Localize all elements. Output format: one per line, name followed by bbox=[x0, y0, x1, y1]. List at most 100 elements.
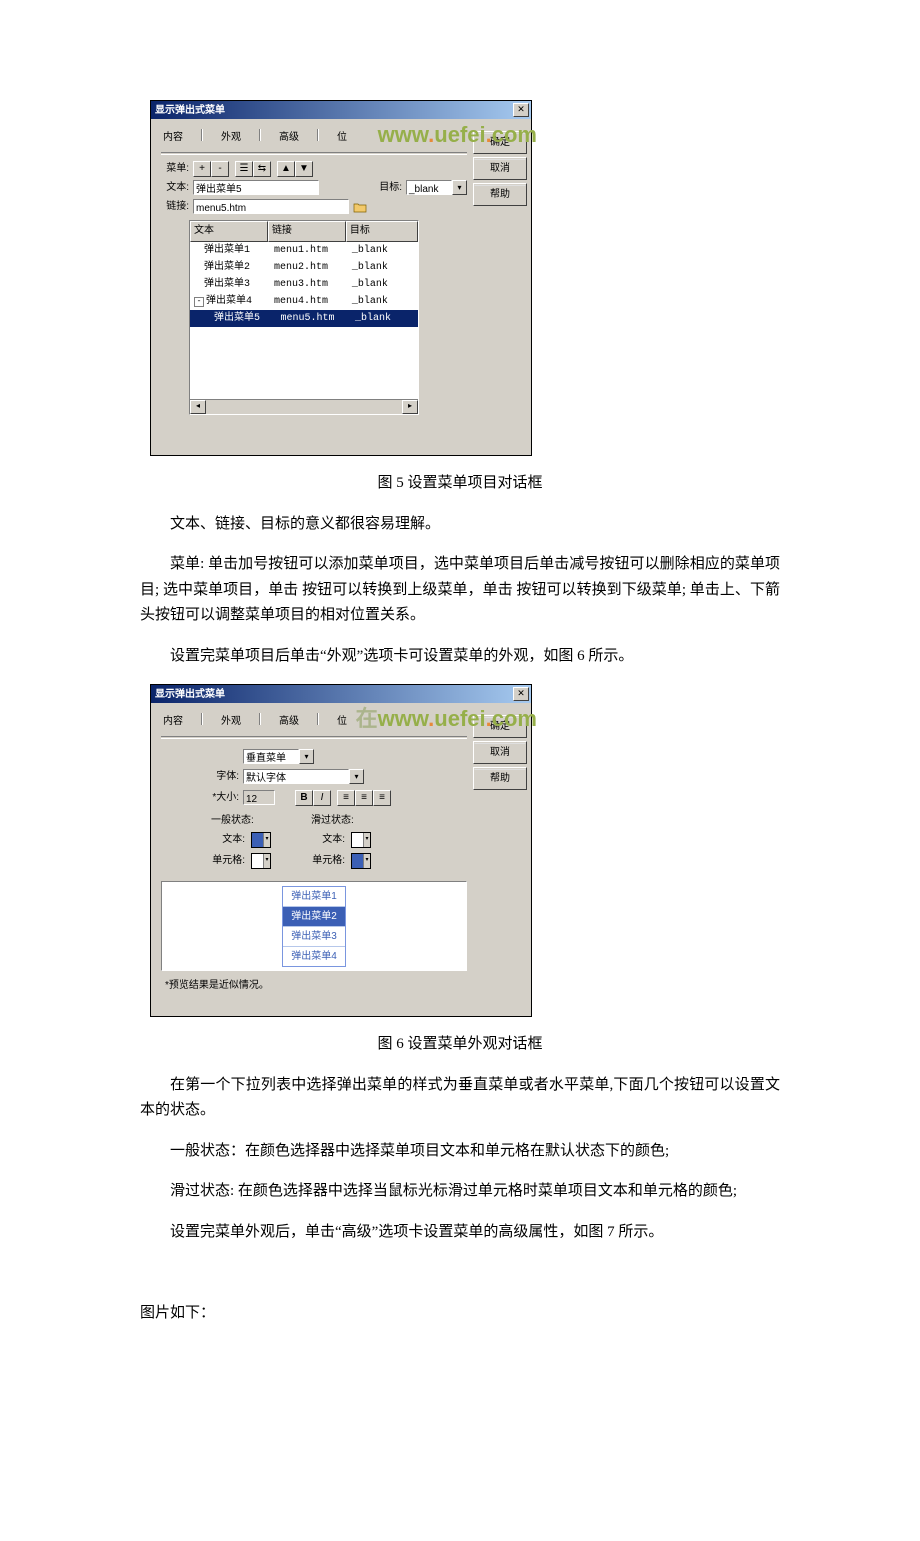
toolbar-btn-4[interactable]: ▲ bbox=[277, 161, 295, 177]
help-button[interactable]: 帮助 bbox=[473, 767, 527, 790]
cancel-button[interactable]: 取消 bbox=[473, 741, 527, 764]
toolbar-btn-2[interactable]: ☰ bbox=[235, 161, 253, 177]
dialog2-wrap: 显示弹出式菜单 ✕ 在www.uefei.com 内容外观高级位 垂直菜单 ▾ bbox=[140, 684, 780, 1017]
table-row[interactable]: 弹出菜单1menu1.htm_blank bbox=[190, 242, 418, 259]
para-text: 菜单: 单击加号按钮可以添加菜单项目，选中菜单项目后单击减号按钮可以删除相应的菜… bbox=[140, 552, 780, 629]
label-size: 大小: bbox=[201, 789, 239, 806]
states: 一般状态: 文本: ▾ 单元格: ▾ 滑过状态: 文本: ▾ bbox=[201, 808, 457, 873]
style-btn-2[interactable]: ≡ bbox=[337, 790, 355, 806]
hover-header: 滑过状态: bbox=[311, 812, 371, 829]
label-link: 链接: bbox=[161, 198, 189, 215]
dialog2: 显示弹出式菜单 ✕ 在www.uefei.com 内容外观高级位 垂直菜单 ▾ bbox=[150, 684, 532, 1017]
normal-state: 一般状态: 文本: ▾ 单元格: ▾ bbox=[211, 812, 271, 871]
appearance-tab-pane: 内容 外观 高级 位 垂直菜单 ▾ 字体: bbox=[161, 709, 467, 996]
caption-fig6: 图 6 设置菜单外观对话框 bbox=[140, 1032, 780, 1058]
target-select[interactable]: _blank ▾ bbox=[406, 180, 467, 195]
font-value: 默认字体 bbox=[243, 769, 349, 784]
dialog1-wrap: 显示弹出式菜单 ✕ www.uefei.com 内容外观高级位 菜单: +-☰⇆… bbox=[140, 100, 780, 456]
tab-1[interactable]: 外观 bbox=[221, 129, 241, 146]
table-row[interactable]: -弹出菜单4menu4.htm_blank bbox=[190, 293, 418, 310]
table-row[interactable]: 弹出菜单2menu2.htm_blank bbox=[190, 259, 418, 276]
menu-type-value: 垂直菜单 bbox=[243, 749, 299, 764]
tab-2[interactable]: 高级 bbox=[279, 713, 299, 730]
watermark: 在www.uefei.com bbox=[356, 700, 537, 737]
tab-0[interactable]: 内容 bbox=[163, 129, 183, 146]
label-menu: 菜单: bbox=[161, 160, 189, 177]
dialog-body: 在www.uefei.com 内容外观高级位 垂直菜单 ▾ bbox=[151, 703, 531, 1016]
preview-item[interactable]: 弹出菜单1 bbox=[283, 887, 345, 907]
toolbar-btn-0[interactable]: + bbox=[193, 161, 211, 177]
font-select[interactable]: 默认字体 ▾ bbox=[243, 769, 364, 784]
col-link: 链接 bbox=[268, 221, 346, 242]
scroll-left-icon[interactable]: ◂ bbox=[190, 400, 206, 414]
menu-row: 菜单: +-☰⇆ ▲▼ bbox=[161, 159, 467, 178]
preview-area: 弹出菜单1弹出菜单2弹出菜单3弹出菜单4 bbox=[161, 881, 467, 971]
col-text: 文本 bbox=[190, 221, 268, 242]
chevron-down-icon[interactable]: ▾ bbox=[349, 769, 364, 784]
content-tab-pane: 内容 外观 高级 位 菜单: +-☰⇆ ▲▼ 文本: 弹出菜单5 目标: bbox=[161, 125, 467, 415]
para-text: 文本、链接、目标的意义都很容易理解。 bbox=[140, 512, 780, 538]
text-input[interactable]: 弹出菜单5 bbox=[193, 180, 319, 195]
para-text: 设置完菜单项目后单击“外观”选项卡可设置菜单的外观，如图 6 所示。 bbox=[140, 644, 780, 670]
label-text-color: 文本: bbox=[311, 831, 345, 848]
table-row[interactable]: 弹出菜单3menu3.htm_blank bbox=[190, 276, 418, 293]
preview-item[interactable]: 弹出菜单3 bbox=[283, 927, 345, 947]
preview-item[interactable]: 弹出菜单2 bbox=[283, 907, 345, 927]
dialog-body: www.uefei.com 内容外观高级位 菜单: +-☰⇆▲▼ 文本 bbox=[151, 119, 531, 455]
preview-item[interactable]: 弹出菜单4 bbox=[283, 947, 345, 966]
text-row: 文本: 弹出菜单5 目标: _blank ▾ bbox=[161, 178, 467, 197]
type-row: 垂直菜单 ▾ bbox=[201, 747, 457, 766]
tab-1[interactable]: 外观 bbox=[221, 713, 241, 730]
target-value: _blank bbox=[406, 180, 452, 195]
normal-header: 一般状态: bbox=[211, 812, 271, 829]
label-cell-color: 单元格: bbox=[311, 852, 345, 869]
watermark: www.uefei.com bbox=[378, 116, 537, 153]
label-cell-color: 单元格: bbox=[211, 852, 245, 869]
folder-icon[interactable] bbox=[353, 201, 367, 213]
hover-cell-color[interactable]: ▾ bbox=[351, 853, 371, 869]
font-row: 字体: 默认字体 ▾ bbox=[201, 766, 457, 787]
preview-note: *预览结果是近似情况。 bbox=[161, 971, 467, 996]
chevron-down-icon[interactable]: ▾ bbox=[299, 749, 314, 764]
hscrollbar[interactable]: ◂ ▸ bbox=[190, 399, 418, 414]
tab-3[interactable]: 位 bbox=[337, 713, 347, 730]
toolbar-btn-5[interactable]: ▼ bbox=[295, 161, 313, 177]
hover-state: 滑过状态: 文本: ▾ 单元格: ▾ bbox=[311, 812, 371, 871]
tab-3[interactable]: 位 bbox=[337, 129, 347, 146]
para-text: 滑过状态: 在颜色选择器中选择当鼠标光标滑过单元格时菜单项目文本和单元格的颜色; bbox=[140, 1179, 780, 1205]
table-row[interactable]: 弹出菜单5menu5.htm_blank bbox=[190, 310, 418, 327]
cancel-button[interactable]: 取消 bbox=[473, 157, 527, 180]
link-row: 链接: menu5.htm bbox=[161, 197, 467, 216]
para-text: 图片如下： bbox=[140, 1301, 780, 1327]
style-btn-3[interactable]: ≡ bbox=[355, 790, 373, 806]
label-font: 字体: bbox=[201, 768, 239, 785]
help-button[interactable]: 帮助 bbox=[473, 183, 527, 206]
tab-2[interactable]: 高级 bbox=[279, 129, 299, 146]
dialog1: 显示弹出式菜单 ✕ www.uefei.com 内容外观高级位 菜单: +-☰⇆… bbox=[150, 100, 532, 456]
caption-fig5: 图 5 设置菜单项目对话框 bbox=[140, 471, 780, 497]
normal-text-color[interactable]: ▾ bbox=[251, 832, 271, 848]
close-icon[interactable]: ✕ bbox=[513, 103, 529, 117]
para-text: 一般状态：在颜色选择器中选择菜单项目文本和单元格在默认状态下的颜色; bbox=[140, 1139, 780, 1165]
style-btn-4[interactable]: ≡ bbox=[373, 790, 391, 806]
preview-menu: 弹出菜单1弹出菜单2弹出菜单3弹出菜单4 bbox=[282, 886, 346, 967]
hover-text-color[interactable]: ▾ bbox=[351, 832, 371, 848]
scroll-right-icon[interactable]: ▸ bbox=[402, 400, 418, 414]
close-icon[interactable]: ✕ bbox=[513, 687, 529, 701]
tab-0[interactable]: 内容 bbox=[163, 713, 183, 730]
label-target: 目标: bbox=[379, 179, 402, 196]
menu-type-select[interactable]: 垂直菜单 ▾ bbox=[243, 749, 314, 764]
style-btn-0[interactable]: B bbox=[295, 790, 313, 806]
menu-items-table[interactable]: 文本 链接 目标 弹出菜单1menu1.htm_blank弹出菜单2menu2.… bbox=[189, 220, 419, 415]
normal-cell-color[interactable]: ▾ bbox=[251, 853, 271, 869]
toolbar-btn-1[interactable]: - bbox=[211, 161, 229, 177]
style-btn-1[interactable]: I bbox=[313, 790, 331, 806]
label-text: 文本: bbox=[161, 179, 189, 196]
size-input[interactable]: 12 bbox=[243, 790, 275, 805]
page: 显示弹出式菜单 ✕ www.uefei.com 内容外观高级位 菜单: +-☰⇆… bbox=[70, 0, 850, 1541]
para-text: 在第一个下拉列表中选择弹出菜单的样式为垂直菜单或者水平菜单,下面几个按钮可以设置… bbox=[140, 1073, 780, 1124]
size-row: 大小: 12 BI≡≡≡ bbox=[201, 787, 457, 808]
toolbar-btn-3[interactable]: ⇆ bbox=[253, 161, 271, 177]
chevron-down-icon[interactable]: ▾ bbox=[452, 180, 467, 195]
link-input[interactable]: menu5.htm bbox=[193, 199, 349, 214]
